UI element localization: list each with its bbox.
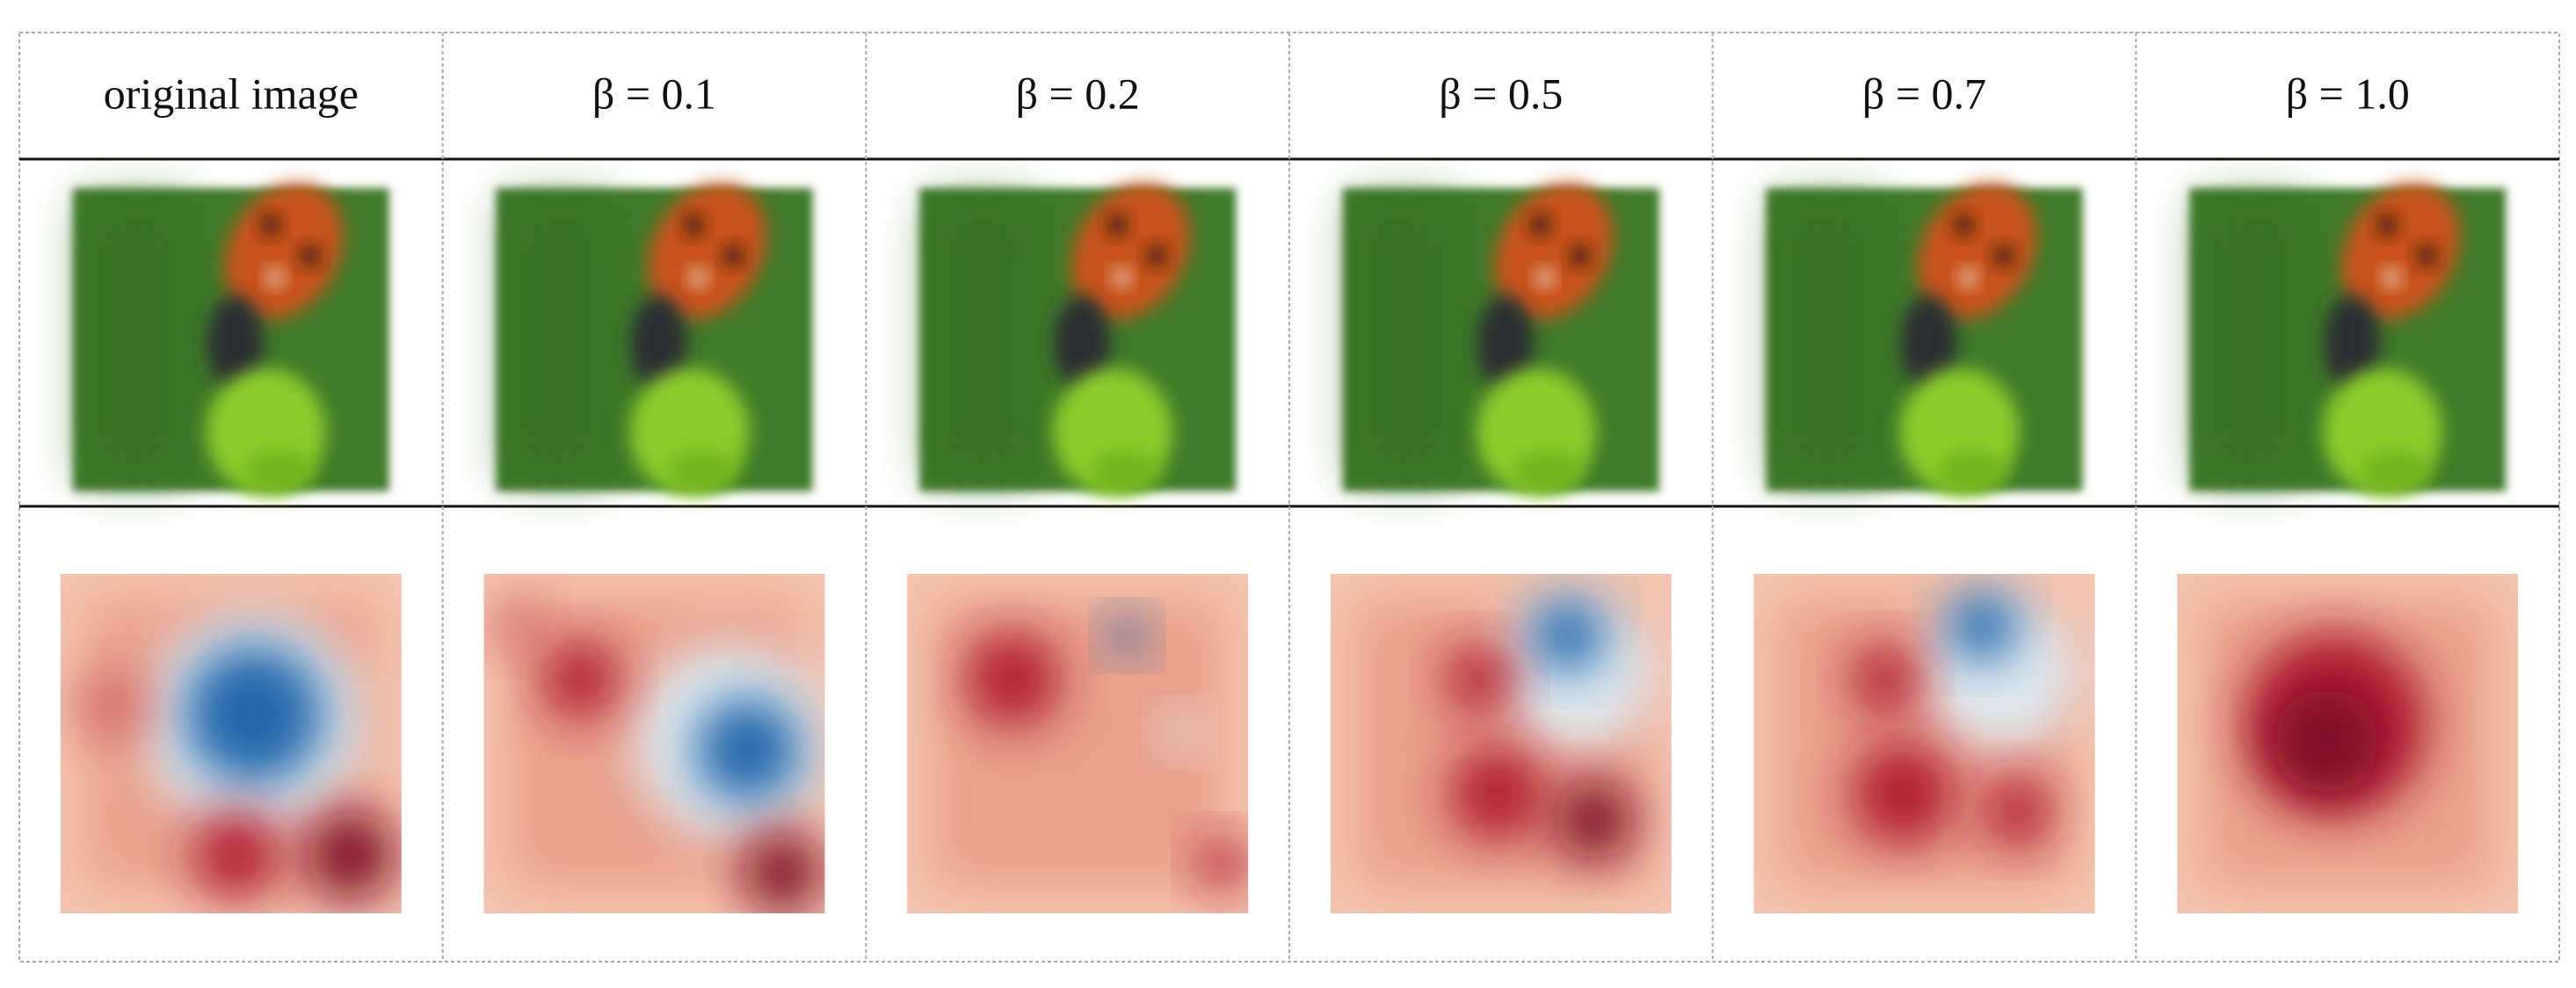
map-blob [1530, 599, 1605, 672]
saliency-map [1330, 574, 1672, 913]
map-blob [192, 811, 280, 899]
map-clip [483, 574, 825, 913]
map-blob [77, 671, 149, 741]
map-blob [1554, 781, 1634, 860]
map-clip [2177, 574, 2519, 913]
map-blob [1448, 745, 1546, 842]
map-clip [907, 574, 1249, 913]
input-image [73, 162, 389, 495]
map-blob [694, 697, 801, 803]
saliency-map [2177, 574, 2519, 913]
column-header: original image [104, 69, 359, 118]
input-image [497, 162, 813, 495]
column-header: β = 1.0 [2286, 69, 2410, 118]
column-header: β = 0.2 [1016, 69, 1140, 118]
map-blob [1850, 644, 1921, 715]
map-clip [1330, 574, 1672, 913]
saliency-map [60, 574, 402, 913]
map-blob [1947, 592, 2018, 662]
map-blob [492, 600, 546, 653]
column-header: β = 0.5 [1439, 69, 1563, 118]
input-image [1767, 162, 2083, 495]
map-blob [2274, 688, 2380, 794]
map-blob [743, 833, 823, 912]
cells: original image β = 0.1 β = 0.2 β = 0.5 β = 0… [60, 33, 2519, 962]
saliency-map [483, 574, 825, 913]
map-blob [1982, 776, 2053, 846]
map-blob [964, 631, 1062, 728]
input-image [919, 162, 1236, 495]
map-blob [1850, 741, 1956, 846]
map-blob [183, 644, 324, 785]
saliency-map [907, 574, 1249, 913]
map-clip [60, 574, 402, 913]
map-clip [1753, 574, 2095, 913]
input-image [1343, 162, 1659, 495]
map-blob [541, 640, 620, 719]
saliency-map [1753, 574, 2095, 913]
column-header: β = 0.1 [592, 69, 716, 118]
map-blob [306, 811, 395, 899]
map-blob [1160, 713, 1200, 752]
column-header: β = 0.7 [1862, 69, 1986, 118]
input-image [2189, 162, 2506, 495]
map-blob [1444, 644, 1515, 715]
map-blob [1107, 616, 1147, 655]
map-blob [1197, 838, 1249, 890]
